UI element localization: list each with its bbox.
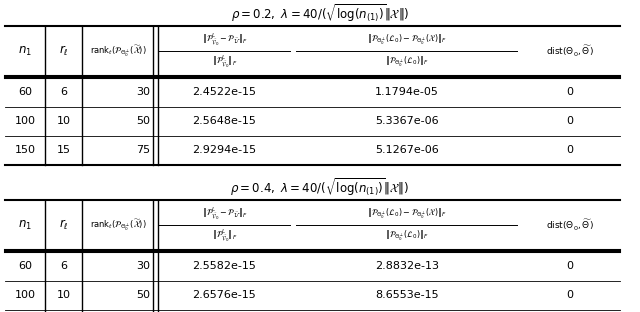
- Text: 75: 75: [136, 145, 150, 155]
- Text: 100: 100: [15, 116, 35, 126]
- Text: $\rho = 0.2,\ \lambda = 40/(\sqrt{\log(n_{(1)})}\|\mathcal{X}\|)$: $\rho = 0.2,\ \lambda = 40/(\sqrt{\log(n…: [230, 2, 410, 24]
- Text: $r_\ell$: $r_\ell$: [58, 218, 68, 232]
- Text: 10: 10: [56, 116, 70, 126]
- Text: 6: 6: [60, 261, 67, 271]
- Text: $\mathrm{dist}(\Theta_0, \widetilde{\Theta})$: $\mathrm{dist}(\Theta_0, \widetilde{\The…: [546, 217, 594, 232]
- Text: $\|\mathcal{P}_{\Theta_0^\perp}(\mathcal{L}_0)\|_F$: $\|\mathcal{P}_{\Theta_0^\perp}(\mathcal…: [385, 55, 429, 69]
- Text: 0: 0: [566, 261, 573, 271]
- Text: $\|\mathcal{P}_{\Theta_0^\perp}(\mathcal{L}_0) - \mathcal{P}_{\Theta_0^\perp}(\m: $\|\mathcal{P}_{\Theta_0^\perp}(\mathcal…: [367, 33, 447, 47]
- Text: $\|\mathcal{P}_{\Theta_0^\perp}(\mathcal{L}_0) - \mathcal{P}_{\Theta_0^\perp}(\m: $\|\mathcal{P}_{\Theta_0^\perp}(\mathcal…: [367, 207, 447, 221]
- Text: $\mathrm{dist}(\Theta_0, \widetilde{\Theta})$: $\mathrm{dist}(\Theta_0, \widetilde{\The…: [546, 43, 594, 59]
- Text: 6: 6: [60, 87, 67, 97]
- Text: 8.6553e-15: 8.6553e-15: [375, 290, 438, 300]
- Text: $r_\ell$: $r_\ell$: [58, 44, 68, 58]
- Text: 5.3367e-06: 5.3367e-06: [375, 116, 438, 126]
- Text: 100: 100: [15, 290, 35, 300]
- Text: $\mathrm{rank}_t(\mathcal{P}_{\Theta_0^\perp}(\widetilde{\mathcal{X}}))$: $\mathrm{rank}_t(\mathcal{P}_{\Theta_0^\…: [90, 43, 147, 59]
- Text: 2.5582e-15: 2.5582e-15: [193, 261, 256, 271]
- Text: 1.1794e-05: 1.1794e-05: [375, 87, 438, 97]
- Text: 0: 0: [566, 87, 573, 97]
- Text: 50: 50: [136, 290, 150, 300]
- Text: 50: 50: [136, 116, 150, 126]
- Text: 2.9294e-15: 2.9294e-15: [192, 145, 257, 155]
- Text: $n_1$: $n_1$: [18, 218, 32, 232]
- Text: $\rho = 0.4,\ \lambda = 40/(\sqrt{\log(n_{(1)})}\|\mathcal{X}\|)$: $\rho = 0.4,\ \lambda = 40/(\sqrt{\log(n…: [230, 176, 410, 198]
- Text: $\|\mathcal{P}_{\widetilde{\mathcal{V}}_0}^L - \mathcal{P}_{\widetilde{\mathcal{: $\|\mathcal{P}_{\widetilde{\mathcal{V}}_…: [202, 206, 247, 222]
- Text: 0: 0: [566, 290, 573, 300]
- Text: $\|\mathcal{P}_{\widetilde{\mathcal{V}}_0}^L\|_F$: $\|\mathcal{P}_{\widetilde{\mathcal{V}}_…: [212, 54, 237, 70]
- Text: 0: 0: [566, 116, 573, 126]
- Text: $\mathrm{rank}_t(\mathcal{P}_{\Theta_0^\perp}(\widetilde{\mathcal{X}}))$: $\mathrm{rank}_t(\mathcal{P}_{\Theta_0^\…: [90, 217, 147, 233]
- Text: 10: 10: [56, 290, 70, 300]
- Text: 2.4522e-15: 2.4522e-15: [192, 87, 256, 97]
- Text: 15: 15: [56, 145, 70, 155]
- Text: 30: 30: [136, 261, 150, 271]
- Text: $n_1$: $n_1$: [18, 44, 32, 57]
- Text: 150: 150: [15, 145, 35, 155]
- Text: 2.6576e-15: 2.6576e-15: [193, 290, 256, 300]
- Text: 2.8832e-13: 2.8832e-13: [375, 261, 439, 271]
- Text: $\|\mathcal{P}_{\widetilde{\mathcal{V}}_0}^L - \mathcal{P}_{\widetilde{\mathcal{: $\|\mathcal{P}_{\widetilde{\mathcal{V}}_…: [202, 32, 247, 48]
- Text: $\|\mathcal{P}_{\Theta_0^\perp}(\mathcal{L}_0)\|_F$: $\|\mathcal{P}_{\Theta_0^\perp}(\mathcal…: [385, 229, 429, 243]
- Text: $\|\mathcal{P}_{\widetilde{\mathcal{V}}_0}^L\|_F$: $\|\mathcal{P}_{\widetilde{\mathcal{V}}_…: [212, 228, 237, 244]
- Text: 60: 60: [18, 261, 32, 271]
- Text: 0: 0: [566, 145, 573, 155]
- Text: 60: 60: [18, 87, 32, 97]
- Text: 2.5648e-15: 2.5648e-15: [193, 116, 256, 126]
- Text: 30: 30: [136, 87, 150, 97]
- Text: 5.1267e-06: 5.1267e-06: [375, 145, 438, 155]
